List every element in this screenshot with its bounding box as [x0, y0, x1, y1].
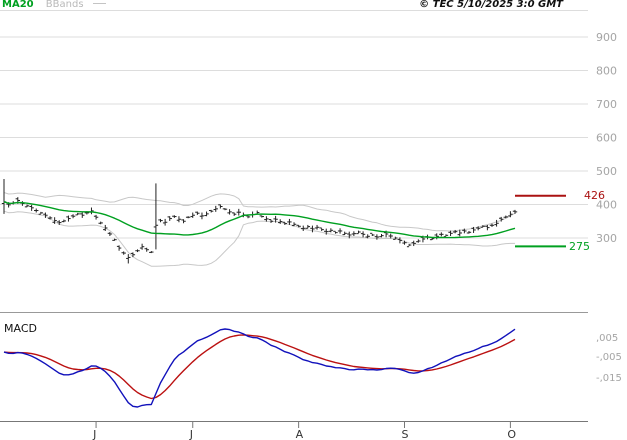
x-axis-month-label: O	[507, 428, 516, 440]
x-axis-month-label: S	[402, 428, 409, 440]
grid-lines	[0, 10, 588, 239]
macd-tick-label: -,015	[596, 373, 622, 384]
bollinger-lower-band	[3, 210, 515, 267]
resistance-level-label: 426	[584, 189, 605, 202]
x-axis-month-label: A	[296, 428, 304, 440]
x-axis-month-label: J	[92, 428, 96, 440]
y-axis-tick-label: 600	[596, 132, 617, 145]
bollinger-bands	[3, 192, 516, 267]
x-axis-month-label: J	[189, 428, 193, 440]
macd-line	[3, 328, 516, 408]
bollinger-upper-band	[3, 192, 516, 232]
y-axis-tick-label: 400	[596, 199, 617, 212]
price-bars	[1, 179, 518, 264]
y-axis-tick-label: 900	[596, 31, 617, 44]
y-axis-labels: 900 800 700 600 500 400 300	[596, 31, 617, 245]
macd-tick-label: ,005	[596, 333, 618, 344]
y-axis-tick-label: 800	[596, 65, 617, 78]
y-axis-tick-label: 500	[596, 165, 617, 178]
support-level-label: 275	[569, 240, 590, 253]
bbands-legend-swatch	[92, 3, 106, 4]
level-lines	[515, 194, 566, 248]
macd-lines: ,005 -,005 -,015	[3, 328, 622, 408]
bbands-legend-label[interactable]: BBands	[45, 0, 84, 10]
macd-tick-label: -,005	[596, 352, 622, 363]
ma20-legend-label[interactable]: MA20	[2, 0, 34, 10]
ma20-line	[3, 201, 516, 239]
chart-timestamp: © TEC 5/10/2025 3:0 GMT	[419, 0, 563, 10]
ma20-group	[3, 201, 516, 239]
macd-signal-line	[3, 334, 516, 400]
y-axis-tick-label: 300	[596, 232, 617, 245]
legend: MA20 BBands	[2, 0, 106, 10]
macd-panel-label: MACD	[4, 322, 37, 335]
y-axis-tick-label: 700	[596, 98, 617, 111]
